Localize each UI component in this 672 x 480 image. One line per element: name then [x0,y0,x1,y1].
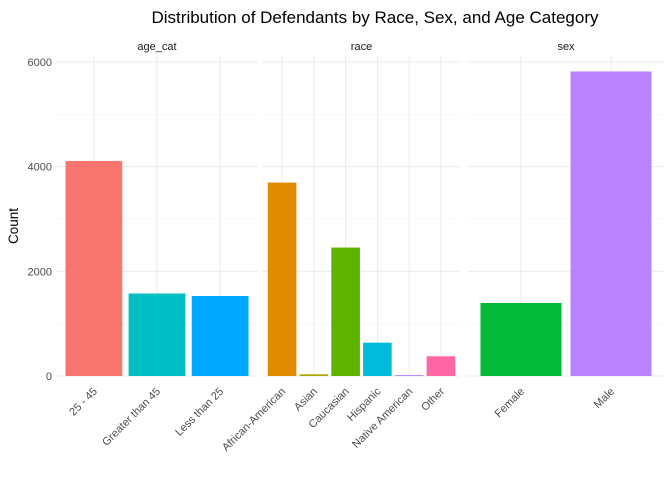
x-tick-label: Asian [292,386,320,414]
bar-female [480,302,562,376]
bar-other [426,356,456,376]
chart-title: Distribution of Defendants by Race, Sex,… [152,8,599,27]
y-axis-label: Count [6,208,21,244]
facet-panel-age-cat: age_cat 25 - 45 Greater than 45 Less than 2… [56,41,258,449]
bar-african-american [267,182,297,376]
bar-greater-than-45 [128,293,186,376]
facet-strip-label: race [351,41,372,53]
bar-less-than-25 [191,295,249,376]
x-tick-label: Less than 25 [173,386,226,439]
x-tick-label: Greater than 45 [100,386,163,449]
facet-strip-label: age_cat [137,41,176,53]
y-tick-label: 6000 [28,57,52,69]
x-tick-label: Other [419,385,447,413]
x-tick-label: African-American [220,386,288,454]
bar-male [570,71,652,376]
x-tick-label: Native American [350,386,415,451]
bar-25-45 [65,160,123,376]
y-tick-label: 2000 [28,266,52,278]
x-tick-label: Male [592,386,617,411]
x-tick-label: 25 - 45 [67,386,100,419]
facet-panel-sex: sex Female Male [467,41,665,420]
facet-strip-label: sex [557,41,575,53]
bar-caucasian [331,247,360,376]
bar-native-american [394,375,424,376]
y-tick-label: 0 [46,371,52,383]
y-tick-label: 4000 [28,162,52,174]
y-tick-labels: 0 2000 4000 6000 [28,57,52,383]
x-tick-label: Female [493,386,527,420]
facet-panels: age_cat 25 - 45 Greater than 45 Less than 2… [56,41,665,454]
bar-asian [299,374,329,376]
bar-hispanic [363,342,392,376]
